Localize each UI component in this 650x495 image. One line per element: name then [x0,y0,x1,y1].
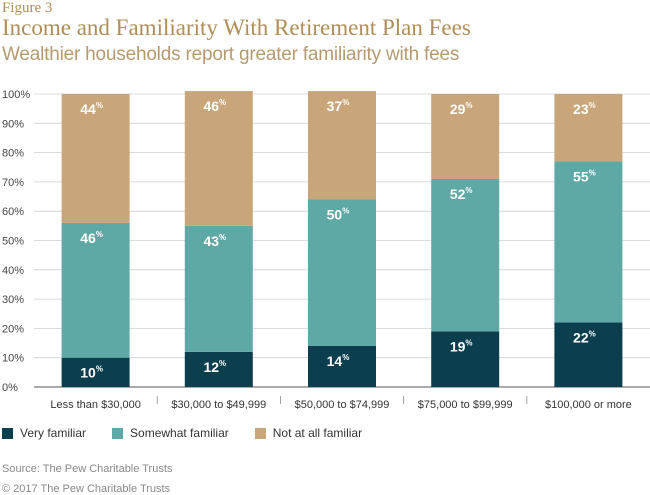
y-tick-label: 100% [2,89,30,101]
y-tick-label: 80% [2,148,24,160]
bar-segment-somewhat-familiar [308,199,376,346]
bar-segment-somewhat-familiar [184,225,253,352]
bar-segment-not-at-all-familiar [308,91,376,200]
y-tick-label: 90% [2,118,24,130]
y-tick-label: 70% [2,177,24,189]
y-tick-label: 20% [2,323,24,335]
source-note: Source: The Pew Charitable Trusts [2,463,173,475]
bar-segment-not-at-all-familiar [184,91,253,226]
legend-label: Somewhat familiar [130,426,229,440]
y-tick-label: 30% [2,294,24,306]
y-tick-label: 60% [2,206,24,218]
y-tick-label: 0% [2,382,18,394]
y-tick-label: 50% [2,236,24,248]
bar-segment-very-familiar [184,351,253,387]
bar-segment-somewhat-familiar [431,178,500,332]
chart-title: Income and Familiarity With Retirement P… [2,15,471,40]
bar-segment-very-familiar [61,357,130,387]
y-tick-label: 10% [2,353,24,365]
chart-subtitle: Wealthier households report greater fami… [2,44,460,65]
stacked-bar-chart: 0% 10% 20% 30% 40% 50% 60% 70% 80% 90% 100% 10%46%… [2,89,650,411]
x-tick-label: $30,000 to $49,999 [171,399,266,411]
legend-label: Not at all familiar [272,426,363,440]
legend-label: Very familiar [20,426,87,440]
x-tick-label: $75,000 to $99,999 [418,399,513,411]
legend-item-very-familiar: Very familiar [2,426,86,440]
bar-segment-not-at-all-familiar [554,94,623,162]
bar-segment-very-familiar [308,345,376,387]
figure-label: Figure 3 [2,0,53,16]
bar-segment-somewhat-familiar [554,161,623,323]
x-axis-labels: Less than $30,000 $30,000 to $49,999 $50,0… [50,396,632,411]
y-axis-ticks: 0% 10% 20% 30% 40% 50% 60% 70% 80% 90% 100% [2,89,30,394]
legend-item-somewhat-familiar: Somewhat familiar [112,426,229,440]
y-tick-label: 40% [2,265,24,277]
bar-segment-very-familiar [431,331,500,387]
x-tick-label: $50,000 to $74,999 [295,399,390,411]
bar-segment-not-at-all-familiar [431,94,500,179]
legend-swatch [2,427,13,439]
legend-item-not-at-all-familiar: Not at all familiar [254,426,363,440]
bars: 10%46%44%12%43%46%14%50%37%19%52%29%22%5… [61,91,623,387]
x-tick-label: Less than $30,000 [50,399,141,411]
legend-swatch [254,427,266,439]
copyright-note: © 2017 The Pew Charitable Trusts [2,483,171,495]
x-tick-label: $100,000 or more [545,399,632,411]
legend-swatch [112,427,124,439]
bar-segment-somewhat-familiar [61,222,130,358]
bar-segment-very-familiar [554,322,623,387]
legend: Very familiar Somewhat familiar Not at a… [2,426,388,440]
bar-segment-not-at-all-familiar [61,94,130,223]
